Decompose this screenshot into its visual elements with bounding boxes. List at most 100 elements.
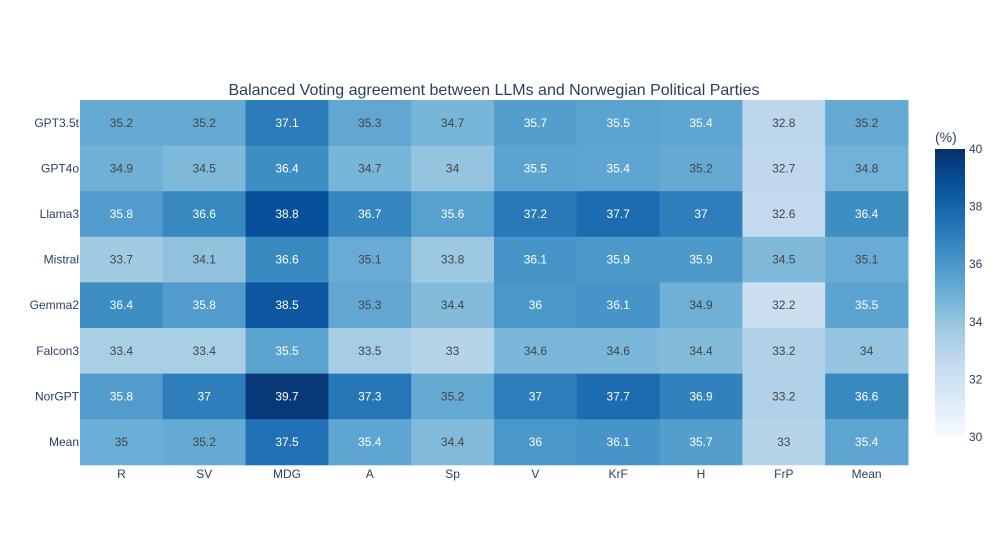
x-tick-label: R	[117, 467, 126, 481]
heatmap-cell	[411, 373, 495, 420]
heatmap-cell	[742, 419, 826, 466]
cell-value-label: 35.3	[358, 298, 382, 312]
cell-value-label: 35.4	[689, 116, 713, 130]
colorbar-ticks: 30 32 34 36 38 40	[969, 142, 983, 444]
cell-value-label: 33.2	[772, 344, 796, 358]
cell-value-label: 35.2	[193, 116, 217, 130]
heatmap-cell	[576, 328, 661, 375]
x-tick-label: KrF	[609, 467, 628, 481]
colorbar-tick-label: 30	[969, 430, 983, 444]
cell-value-label: 32.7	[772, 161, 796, 175]
cell-value-label: 36.1	[607, 298, 631, 312]
heatmap-cell	[411, 100, 495, 147]
cell-value-label: 35.9	[607, 253, 631, 267]
heatmap-cell	[328, 145, 412, 192]
heatmap-cell	[825, 145, 909, 192]
cell-value-label: 34.5	[193, 161, 217, 175]
heatmap-cell	[411, 236, 495, 283]
cell-value-label: 35.7	[524, 116, 548, 130]
colorbar: (%) 30 32 34 36 38 40	[935, 129, 983, 444]
cell-value-label: 35.5	[607, 116, 631, 130]
heatmap-cell	[576, 145, 661, 192]
heatmap-cell	[162, 373, 247, 420]
heatmap-cell	[576, 191, 661, 238]
x-tick-label: Mean	[852, 467, 882, 481]
heatmap-cell	[825, 236, 909, 283]
cell-value-label: 36.7	[358, 207, 382, 221]
x-tick-label: A	[366, 467, 374, 481]
cell-value-label: 34.6	[524, 344, 548, 358]
cell-value-label: 35	[115, 435, 129, 449]
heatmap-cell	[80, 191, 164, 238]
cell-value-label: 32.8	[772, 116, 796, 130]
cell-value-label: 37	[529, 389, 543, 403]
cell-value-label: 35.1	[358, 253, 382, 267]
cell-value-label: 36	[529, 435, 543, 449]
cell-value-label: 35.5	[275, 344, 299, 358]
heatmap-cell	[245, 191, 329, 238]
heatmap-cell	[576, 373, 661, 420]
heatmap-cell	[659, 373, 743, 420]
cell-value-label: 35.7	[689, 435, 713, 449]
heatmap-cell	[659, 145, 743, 192]
y-tick-label: GPT4o	[41, 161, 79, 175]
cell-value-label: 36.4	[275, 161, 299, 175]
heatmap-cell	[245, 419, 329, 466]
heatmap-cell	[80, 145, 164, 192]
x-tick-label: SV	[196, 467, 212, 481]
cell-value-label: 34.4	[689, 344, 713, 358]
heatmap-cell	[328, 373, 412, 420]
cell-value-label: 37.7	[607, 389, 631, 403]
heatmap-cell	[80, 236, 164, 283]
heatmap-cell	[411, 282, 495, 329]
cell-value-label: 39.7	[275, 389, 299, 403]
cell-value-label: 34.4	[441, 298, 465, 312]
colorbar-gradient	[935, 149, 965, 437]
heatmap-cell	[328, 328, 412, 375]
colorbar-tick-label: 40	[969, 142, 983, 156]
cell-value-label: 35.6	[441, 207, 465, 221]
heatmap-cell	[80, 419, 164, 466]
cell-value-label: 34.8	[855, 161, 879, 175]
heatmap-cell	[245, 328, 329, 375]
y-tick-label: Falcon3	[36, 344, 79, 358]
cell-value-label: 33.4	[110, 344, 134, 358]
heatmap-cell	[80, 373, 164, 420]
heatmap-cell	[494, 328, 578, 375]
chart-title: Balanced Voting agreement between LLMs a…	[229, 82, 760, 99]
cell-value-label: 33	[777, 435, 791, 449]
cell-value-label: 35.9	[689, 253, 713, 267]
heatmap-cell	[659, 191, 743, 238]
y-tick-label: NorGPT	[35, 389, 80, 403]
cell-value-label: 37	[694, 207, 708, 221]
heatmap-cell	[328, 419, 412, 466]
cell-value-label: 37.2	[524, 207, 548, 221]
cell-value-label: 37.3	[358, 389, 382, 403]
cell-value-label: 33	[446, 344, 460, 358]
y-tick-label: Mistral	[44, 253, 79, 267]
cell-value-label: 34.7	[358, 161, 382, 175]
cell-value-label: 33.8	[441, 253, 465, 267]
cell-value-label: 32.2	[772, 298, 796, 312]
colorbar-tick-label: 36	[969, 257, 983, 271]
heatmap-cell	[80, 328, 164, 375]
heatmap-cell	[328, 236, 412, 283]
colorbar-tick-label: 38	[969, 200, 983, 214]
x-tick-label: V	[531, 467, 539, 481]
heatmap-cell	[411, 419, 495, 466]
cell-value-label: 33.5	[358, 344, 382, 358]
cell-value-label: 35.2	[110, 116, 134, 130]
y-tick-label: Mean	[49, 435, 79, 449]
cell-value-label: 35.2	[193, 435, 217, 449]
heatmap-cell	[659, 282, 743, 329]
cell-value-label: 33.2	[772, 389, 796, 403]
cell-value-label: 32.6	[772, 207, 796, 221]
cell-value-label: 35.8	[110, 207, 134, 221]
heatmap-cell	[494, 282, 578, 329]
heatmap-cell	[162, 145, 247, 192]
heatmap-cell	[494, 100, 578, 147]
cell-value-label: 34.9	[689, 298, 713, 312]
heatmap-cell	[80, 100, 164, 147]
heatmap-cell	[411, 191, 495, 238]
